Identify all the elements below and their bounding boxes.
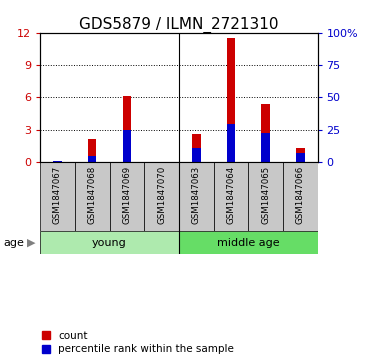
Bar (214, 162, 248, 231)
Bar (192, 134, 200, 162)
Legend: count, percentile rank within the sample: count, percentile rank within the sample (42, 331, 234, 354)
Bar (75, 162, 109, 231)
Bar (248, 162, 283, 231)
Bar (53, 160, 62, 162)
Bar (40, 231, 179, 254)
Text: ▶: ▶ (27, 237, 36, 248)
Bar (296, 148, 304, 162)
Title: GDS5879 / ILMN_2721310: GDS5879 / ILMN_2721310 (79, 16, 278, 33)
Bar (179, 162, 214, 231)
Bar (110, 162, 144, 231)
Text: young: young (92, 237, 127, 248)
Text: middle age: middle age (217, 237, 280, 248)
Bar (227, 38, 235, 162)
Bar (88, 156, 96, 162)
Bar (261, 133, 270, 162)
Bar (227, 124, 235, 162)
Bar (283, 162, 318, 231)
Bar (123, 130, 131, 162)
Text: GSM1847070: GSM1847070 (157, 166, 166, 224)
Text: GSM1847064: GSM1847064 (226, 166, 235, 224)
Bar (261, 104, 270, 162)
Bar (179, 231, 318, 254)
Bar (40, 162, 75, 231)
Bar (192, 148, 200, 162)
Text: GSM1847068: GSM1847068 (88, 166, 97, 224)
Text: age: age (4, 237, 24, 248)
Text: GSM1847063: GSM1847063 (192, 166, 201, 224)
Bar (88, 139, 96, 162)
Bar (296, 153, 304, 162)
Bar (123, 96, 131, 162)
Text: GSM1847065: GSM1847065 (261, 166, 270, 224)
Text: GSM1847066: GSM1847066 (296, 166, 305, 224)
Text: GSM1847067: GSM1847067 (53, 166, 62, 224)
Text: GSM1847069: GSM1847069 (122, 166, 131, 224)
Bar (144, 162, 179, 231)
